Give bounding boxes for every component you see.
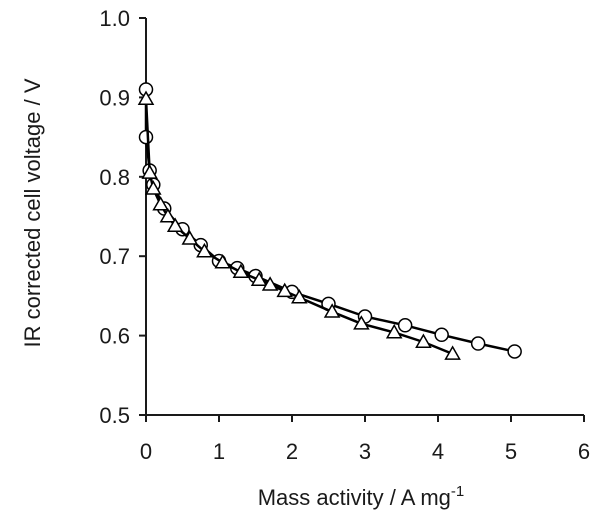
data-point-circle: [397, 318, 413, 333]
y-tick-label: 1.0: [99, 6, 130, 31]
data-point-triangle: [444, 345, 461, 360]
data-point-triangle: [137, 90, 155, 105]
x-axis-title-main: Mass activity / A mg: [258, 485, 451, 510]
x-tick-label: 1: [213, 439, 225, 464]
x-tick-label: 4: [432, 439, 444, 464]
data-point-circle: [470, 336, 486, 351]
x-ticks: 0 1 2 3 4 5 6: [140, 415, 590, 464]
series-line-triangle: [144, 98, 454, 356]
data-point-circle: [434, 327, 449, 343]
data-point-triangle: [385, 323, 403, 339]
data-point-triangle: [353, 315, 370, 330]
data-point-triangle: [166, 217, 184, 233]
data-point-triangle: [323, 303, 341, 318]
data-point-circle: [507, 344, 522, 359]
series-layer: [137, 82, 522, 360]
data-point-triangle: [141, 164, 158, 179]
y-ticks: 0.5 0.6 0.7 0.8 0.9 1.0: [99, 6, 146, 428]
data-point-triangle: [415, 333, 432, 348]
data-point-triangle: [250, 271, 268, 287]
y-tick-label: 0.6: [99, 324, 130, 349]
y-tick-label: 0.5: [99, 403, 130, 428]
data-point-triangle: [152, 196, 169, 211]
data-point-triangle: [291, 288, 308, 304]
data-point-triangle: [181, 230, 199, 245]
x-tick-label: 5: [505, 439, 517, 464]
data-point-triangle: [145, 180, 162, 195]
data-point-triangle: [232, 263, 250, 279]
x-axis-title-superscript: -1: [451, 483, 464, 500]
x-tick-label: 0: [140, 439, 152, 464]
data-point-triangle: [276, 282, 293, 298]
x-tick-label: 2: [286, 439, 298, 464]
y-tick-label: 0.7: [99, 244, 130, 269]
x-tick-label: 3: [359, 439, 371, 464]
data-point-triangle: [261, 276, 279, 291]
data-point-triangle: [214, 254, 231, 269]
data-point-triangle: [159, 207, 177, 223]
y-tick-label: 0.8: [99, 165, 130, 190]
x-axis-title: Mass activity / A mg-1: [258, 483, 465, 510]
y-tick-label: 0.9: [99, 85, 130, 110]
data-point-circle: [138, 129, 154, 145]
series-triangle: [137, 90, 461, 360]
x-tick-label: 6: [578, 439, 590, 464]
data-point-triangle: [196, 242, 213, 258]
y-axis-title: IR corrected cell voltage / V: [20, 78, 45, 347]
